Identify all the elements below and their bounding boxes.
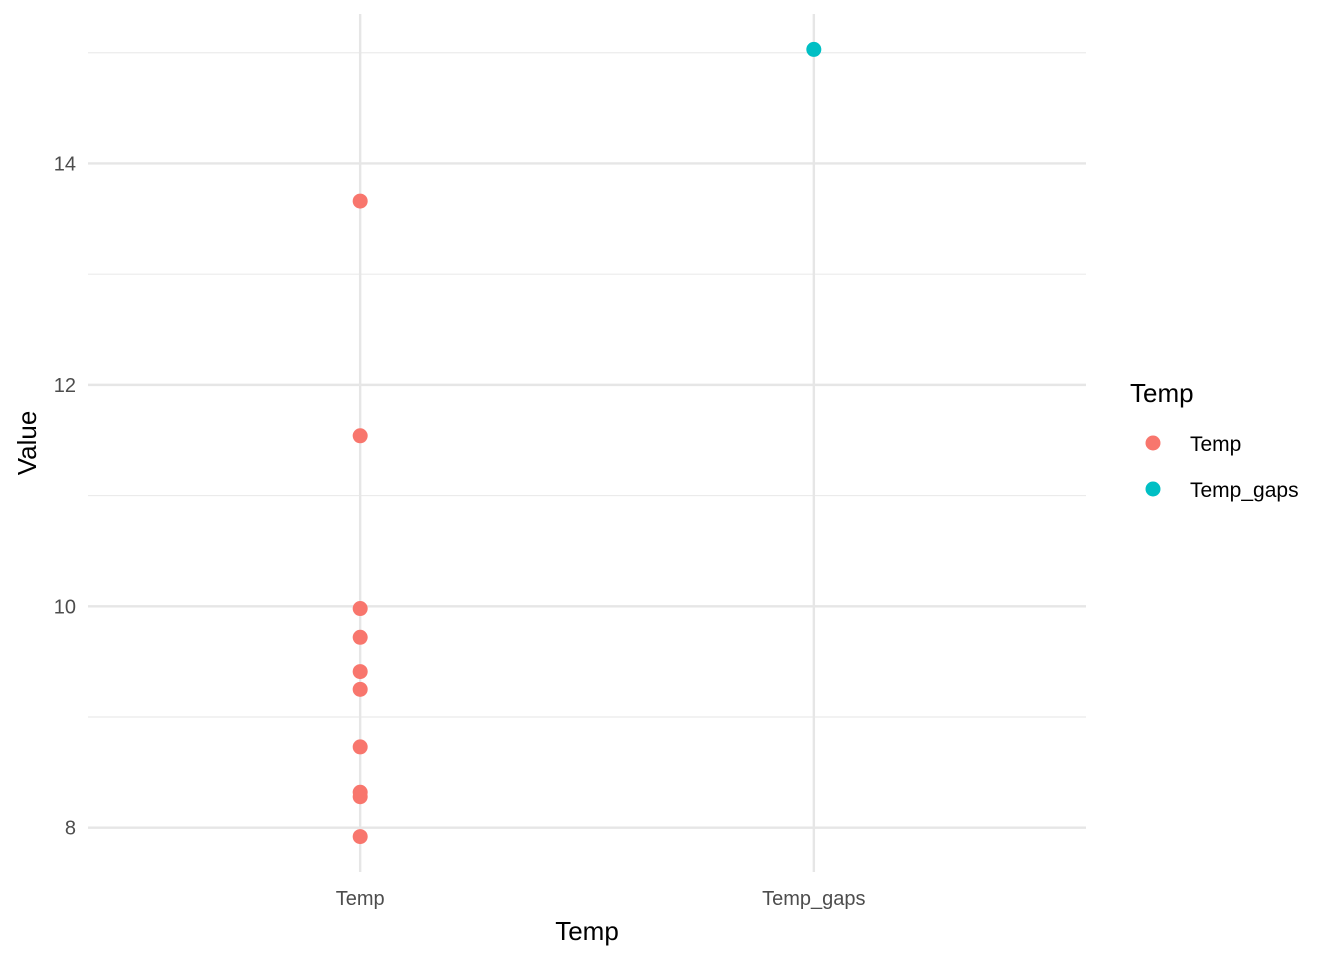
y-axis-title: Value (12, 411, 42, 476)
y-tick-label: 14 (54, 153, 76, 175)
data-point-temp (352, 629, 368, 645)
x-tick-label: Temp (336, 888, 385, 910)
legend-key-temp (1145, 435, 1161, 451)
data-point-temp (352, 428, 368, 444)
data-point-temp (352, 601, 368, 617)
data-point-temp (352, 739, 368, 755)
data-point-temp-gaps (806, 41, 822, 57)
data-point-temp (352, 664, 368, 680)
data-point-temp (352, 789, 368, 805)
y-tick-label: 8 (65, 818, 76, 840)
legend-title: Temp (1130, 378, 1194, 408)
data-point-temp (352, 681, 368, 697)
data-point-temp (352, 193, 368, 209)
y-tick-label: 10 (54, 596, 76, 618)
grid-layer (88, 14, 1086, 872)
legend-label: Temp (1190, 433, 1241, 456)
legend-key-temp-gaps (1145, 481, 1161, 497)
data-point-temp (352, 829, 368, 845)
legend: Temp Temp Temp_gaps (1130, 378, 1299, 502)
y-tick-label: 12 (54, 375, 76, 397)
legend-items: Temp Temp_gaps (1145, 433, 1299, 502)
x-axis-title: Temp (555, 916, 619, 946)
legend-label: Temp_gaps (1190, 479, 1299, 502)
x-tick-label: Temp_gaps (762, 888, 865, 910)
points-layer (352, 41, 822, 845)
ticks-layer: 8 10 12 14 Temp Temp_gaps (54, 153, 866, 910)
